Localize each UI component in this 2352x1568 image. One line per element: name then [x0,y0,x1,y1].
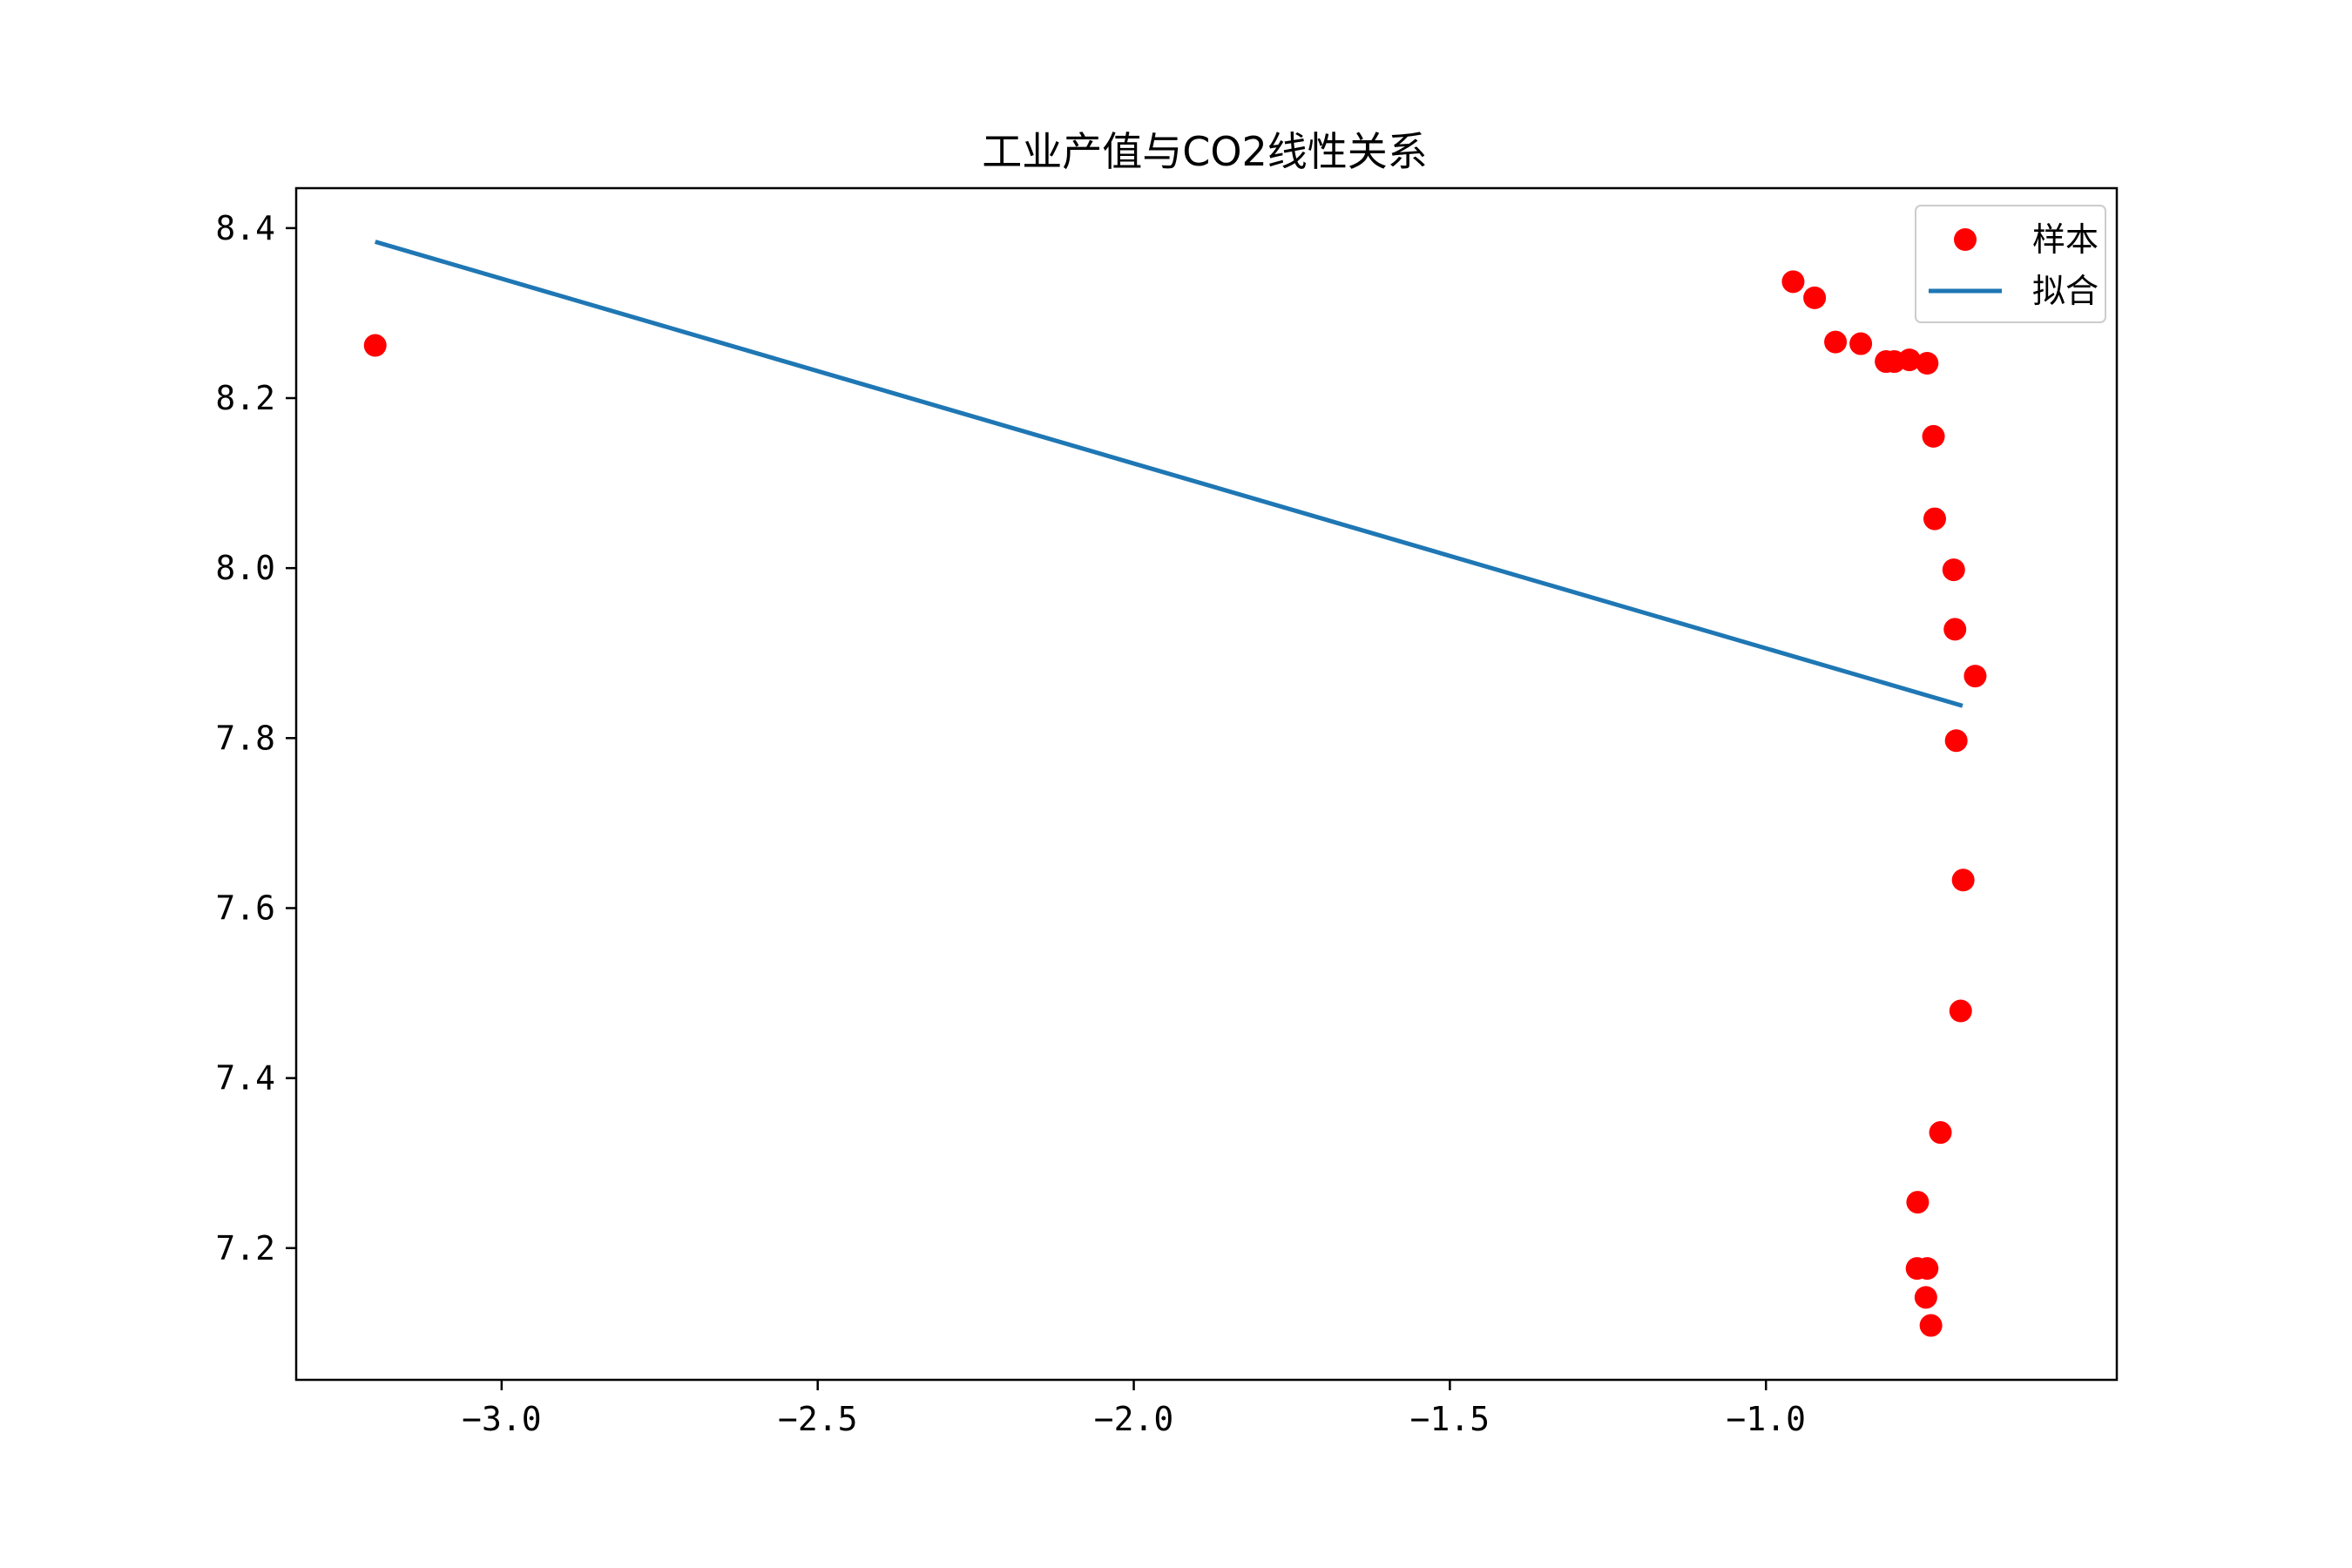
data-point [1944,729,1968,753]
data-point [1897,348,1921,372]
x-tick-label: −2.0 [1094,1400,1174,1438]
data-point [1951,868,1975,892]
data-point [1824,330,1848,354]
data-point [1914,1286,1937,1309]
data-point [1849,332,1873,355]
fit-line [375,240,1963,708]
data-point [1919,1314,1943,1337]
data-point [1922,424,1945,448]
chart-title: 工业产值与CO2线性关系 [982,128,1428,175]
y-tick-label: 7.2 [215,1229,275,1267]
data-point [1906,1191,1930,1214]
x-tick-label: −2.5 [778,1400,858,1438]
y-tick-label: 7.8 [215,719,275,757]
data-point [1949,999,1972,1023]
y-tick-label: 7.6 [215,889,275,927]
y-tick-label: 8.0 [215,549,275,587]
data-point [1963,665,1987,688]
axes: −3.0 −2.5 −2.0 −1.5 −1.0 7.2 7.4 7.6 7.8 8.0 8.2 8.… [215,186,2119,1438]
x-tick-label: −1.5 [1410,1400,1490,1438]
data-point [1943,618,1967,641]
data-point [1929,1121,1952,1145]
x-tick-label: −3.0 [462,1400,542,1438]
legend-label-sample: 样本 [2032,220,2099,259]
axes-frame [294,186,2119,1382]
legend-label-fit: 拟合 [2032,272,2099,310]
data-point [1916,352,1939,375]
data-point [1942,558,1965,582]
y-tick-label: 8.2 [215,379,275,417]
y-tick-label: 7.4 [215,1059,275,1098]
plot-area [363,240,1987,1337]
data-point [1781,270,1805,294]
data-point [363,334,387,357]
x-tick-label: −1.0 [1726,1400,1806,1438]
y-tick-label: 8.4 [215,209,275,247]
legend-marker-sample [1954,228,1977,251]
data-point [1916,1257,1939,1281]
data-point [1923,507,1946,531]
data-point [1803,286,1827,309]
